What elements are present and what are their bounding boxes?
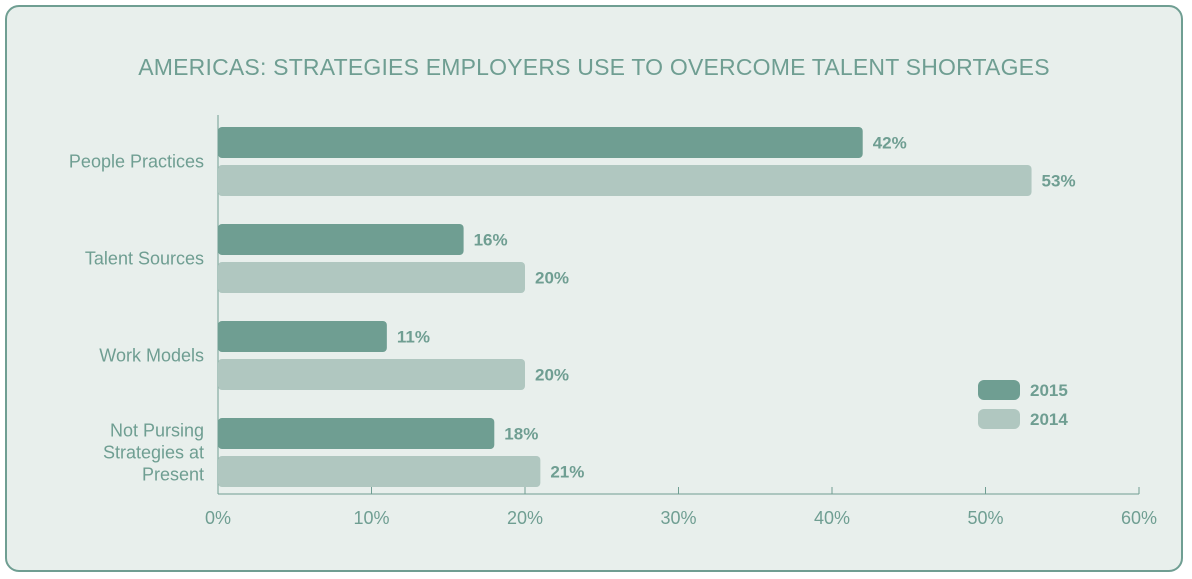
data-label-2014: 53% [1042, 172, 1076, 191]
data-label-2015: 18% [504, 425, 538, 444]
category-label: Present [142, 465, 204, 485]
category-label: Talent Sources [85, 249, 204, 269]
legend-label-2015: 2015 [1030, 381, 1068, 400]
category-label: People Practices [69, 152, 204, 172]
bar-2015 [218, 418, 495, 449]
data-label-2015: 11% [397, 328, 430, 347]
x-tick-label: 30% [660, 508, 696, 528]
x-tick-label: 60% [1121, 508, 1157, 528]
bar-2014 [218, 456, 541, 487]
legend-swatch-2014 [978, 409, 1020, 429]
x-tick-label: 10% [353, 508, 389, 528]
data-label-2014: 20% [535, 269, 569, 288]
bar-2014 [218, 262, 525, 293]
x-tick-label: 50% [967, 508, 1003, 528]
data-label-2015: 16% [474, 231, 508, 250]
bar-2014 [218, 359, 525, 390]
bar-2014 [218, 165, 1032, 196]
data-label-2015: 42% [873, 134, 907, 153]
legend-label-2014: 2014 [1030, 410, 1068, 429]
bar-2015 [218, 321, 387, 352]
data-label-2014: 20% [535, 366, 569, 385]
category-label: Not Pursing [110, 421, 204, 441]
x-tick-label: 40% [814, 508, 850, 528]
category-label: Work Models [99, 346, 204, 366]
data-label-2014: 21% [550, 463, 584, 482]
x-tick-label: 20% [507, 508, 543, 528]
x-tick-label: 0% [205, 508, 231, 528]
bar-chart: 0% 10% 20% 30% 40% 50% 60% People Practices 42% 5… [69, 115, 1157, 528]
category-label: Strategies at [103, 443, 204, 463]
bar-2015 [218, 224, 464, 255]
legend-swatch-2015 [978, 380, 1020, 400]
chart-frame: AMERICAS: STRATEGIES EMPLOYERS USE TO OV… [5, 5, 1183, 572]
chart-title: AMERICAS: STRATEGIES EMPLOYERS USE TO OV… [138, 54, 1050, 80]
bar-2015 [218, 127, 863, 158]
